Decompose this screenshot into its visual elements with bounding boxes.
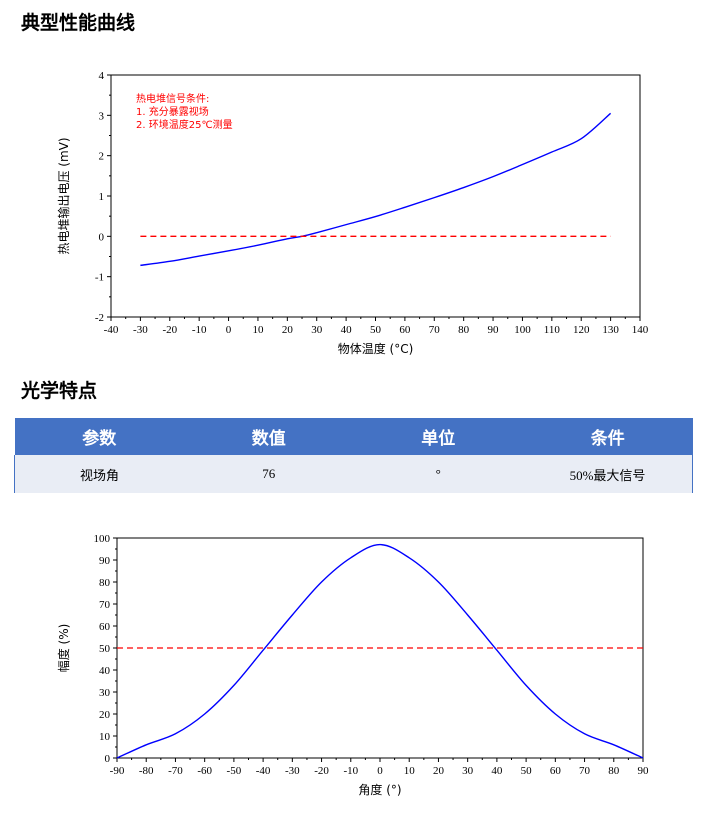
x-tick-label: 60 [550,765,562,777]
x-tick-label: 10 [252,324,264,336]
y-tick-label: -1 [95,272,104,284]
table-header-param: 参数 [14,418,184,455]
y-tick-label: 90 [99,555,111,567]
x-tick-label: 90 [488,324,500,336]
x-axis-title: 物体温度 (°C) [338,341,414,356]
x-tick-label: 110 [544,324,561,336]
x-tick-label: -70 [168,765,183,777]
x-tick-label: 90 [638,765,650,777]
y-tick-label: 3 [99,110,105,122]
y-tick-label: 4 [99,70,105,82]
x-tick-label: 20 [433,765,445,777]
x-tick-label: -90 [110,765,125,777]
y-tick-label: 40 [99,665,111,677]
table-header-unit: 单位 [353,418,523,455]
x-tick-label: 0 [226,324,232,336]
x-tick-label: 20 [282,324,294,336]
section-title-curve: 典型性能曲线 [21,12,136,34]
y-tick-label: 10 [99,731,111,743]
x-tick-label: 50 [521,765,533,777]
y-tick-label: 0 [99,231,105,243]
y-tick-label: 1 [99,191,105,203]
table-cell-value: 76 [184,455,354,493]
x-tick-label: -10 [343,765,358,777]
x-tick-label: 130 [602,324,619,336]
x-tick-label: 70 [579,765,591,777]
voltage-temperature-chart: -40 -30 -20 -10 0 10 20 30 40 50 60 70 80 90 100 110 120… [56,70,649,356]
series-line [140,112,612,267]
x-tick-label: -50 [227,765,242,777]
y-tick-label: 2 [99,151,105,163]
x-tick-label: -30 [133,324,148,336]
x-tick-label: 100 [514,324,531,336]
x-tick-label: 70 [429,324,441,336]
table-cell-condition: 50%最大信号 [523,455,693,493]
legend-note-line: 热电堆信号条件: [136,92,209,105]
y-tick-label: 60 [99,621,111,633]
x-tick-label: 30 [462,765,474,777]
y-tick-label: -2 [95,312,104,324]
x-tick-label: 80 [458,324,470,336]
x-tick-label: 80 [608,765,620,777]
y-tick-label: 100 [94,533,111,545]
y-tick-label: 70 [99,599,111,611]
y-tick-label: 50 [99,643,111,655]
x-tick-label: -20 [162,324,177,336]
table-header-value: 数值 [184,418,354,455]
table-cell-unit: ° [353,455,523,493]
x-tick-label: -30 [285,765,300,777]
x-tick-label: 10 [404,765,416,777]
y-axis-title: 幅度 (%) [56,624,71,673]
x-tick-label: 30 [311,324,323,336]
y-axis-title: 热电堆输出电压 (mV) [56,137,71,254]
legend-note-line: 1. 充分暴露视场 [136,105,209,118]
x-tick-label: -80 [139,765,154,777]
x-tick-label: 50 [370,324,382,336]
y-tick-label: 20 [99,709,111,721]
y-tick-label: 0 [105,753,111,765]
x-tick-label: 40 [341,324,353,336]
x-tick-label: -40 [104,324,119,336]
x-tick-label: 40 [491,765,503,777]
x-axis-title: 角度 (°) [358,782,401,797]
optics-table: 参数 数值 单位 条件 视场角 76 ° 50%最大信号 [14,418,693,493]
y-tick-label: 80 [99,577,111,589]
table-row: 视场角 76 ° 50%最大信号 [14,455,693,493]
legend-note-line: 2. 环境温度25℃测量 [136,118,233,131]
x-tick-label: 140 [632,324,649,336]
table-header-row: 参数 数值 单位 条件 [14,418,693,455]
y-tick-label: 30 [99,687,111,699]
x-tick-label: -40 [256,765,271,777]
x-tick-label: 0 [377,765,383,777]
table-cell-param: 视场角 [14,455,184,493]
series-line [116,543,644,759]
x-tick-label: 60 [399,324,411,336]
x-tick-label: -60 [197,765,212,777]
x-tick-label: -10 [192,324,207,336]
table-header-condition: 条件 [523,418,693,455]
x-tick-label: 120 [573,324,590,336]
x-tick-label: -20 [314,765,329,777]
angular-response-chart: -90 -80 -70 -60 -50 -40 -30 -20 -10 0 10 20 30 40 50 60… [56,533,650,797]
section-title-optics: 光学特点 [21,380,98,402]
